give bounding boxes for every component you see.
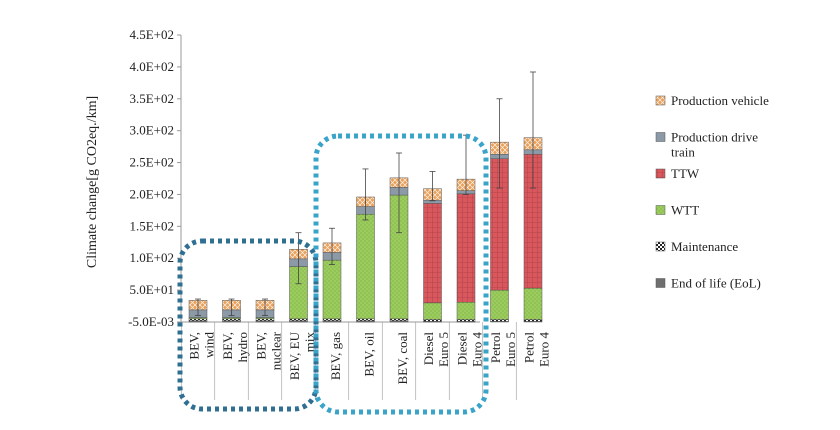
- category-label: BEV, oil: [362, 332, 377, 377]
- y-tick-label: 5.0E+01: [129, 282, 174, 297]
- error-bar: [195, 298, 201, 317]
- y-ticks: -5.0E-03 5.0E+01 1.0E+02 1.5E+02 2.0E+02 2.5E…: [128, 27, 181, 329]
- error-bar: [396, 152, 402, 234]
- legend-item: Production vehicle: [655, 93, 769, 108]
- legend-swatch: [655, 132, 666, 142]
- legend-label: Maintenance: [671, 239, 738, 254]
- bar-segment: [523, 319, 543, 322]
- y-tick-label: 4.0E+02: [129, 59, 174, 74]
- y-tick-label: 2.5E+02: [129, 155, 174, 170]
- y-tick-label: 4.5E+02: [129, 27, 174, 42]
- bar-segment: [322, 318, 342, 321]
- bar-segment: [255, 318, 275, 321]
- legend-swatch: [655, 205, 666, 215]
- bars: [188, 137, 543, 323]
- y-tick-label: -5.0E-03: [128, 314, 174, 329]
- category-label: BEV,wind: [187, 332, 217, 360]
- category-label: BEV,nuclear: [254, 331, 284, 370]
- category-label: PetrolEuro 5: [488, 332, 518, 367]
- legend: Production vehicle Production drive train T…: [655, 93, 769, 291]
- y-tick-label: 1.0E+02: [129, 250, 174, 265]
- legend-swatch: [655, 95, 666, 106]
- legend-item: Production drive train: [655, 130, 758, 160]
- bar-segment: [456, 193, 476, 303]
- bar-segment: [523, 287, 543, 320]
- y-tick-label: 3.5E+02: [129, 91, 174, 106]
- bar-segment: [389, 318, 409, 321]
- bar-segment: [423, 319, 442, 322]
- category-label: DieselEuro 5: [421, 332, 451, 367]
- error-bar: [530, 71, 536, 189]
- legend-label: TTW: [671, 166, 700, 181]
- category-label: BEV, gas: [328, 332, 343, 380]
- error-bar: [329, 227, 335, 266]
- bar-segment: [423, 302, 442, 320]
- category-labels: BEV,wind BEV,hydro BEV,nuclear BEV, EUmix BE…: [180, 322, 552, 400]
- bar-segment: [188, 318, 208, 321]
- y-axis-label: Climate change[g CO2eq./km]: [85, 96, 100, 268]
- legend-swatch: [655, 241, 666, 252]
- legend-item: TTW: [655, 166, 700, 181]
- legend-item: End of life (EoL): [655, 276, 761, 291]
- error-bar: [362, 168, 369, 221]
- group-boxes: [177, 133, 489, 415]
- legend-label: WTT: [671, 203, 699, 218]
- bar-segment: [456, 301, 476, 320]
- bar-segment: [490, 319, 509, 322]
- legend-swatch: [655, 278, 666, 288]
- legend-item: WTT: [655, 203, 699, 218]
- category-label: PetrolEuro 4: [522, 332, 552, 368]
- category-label: BEV,hydro: [220, 332, 250, 362]
- category-label: BEV, EUmix: [287, 331, 317, 380]
- bar-segment: [322, 259, 342, 320]
- category-label: DieselEuro 4: [455, 332, 485, 368]
- legend-swatch: [655, 168, 666, 179]
- legend-item: Maintenance: [655, 239, 738, 254]
- bar-segment: [423, 203, 442, 304]
- category-label: BEV, coal: [395, 332, 410, 385]
- legend-label: End of life (EoL): [671, 276, 761, 291]
- bar-segment: [289, 318, 308, 321]
- legend-label: Production vehicle: [671, 93, 769, 108]
- error-bar: [429, 171, 436, 202]
- error-bar: [262, 298, 268, 317]
- error-bar: [496, 98, 503, 189]
- y-tick-label: 1.5E+02: [129, 218, 174, 233]
- y-tick-label: 3.0E+02: [129, 123, 174, 138]
- bar-segment: [456, 319, 476, 322]
- bar-segment: [222, 318, 241, 321]
- error-bar: [228, 298, 235, 317]
- y-tick-label: 2.0E+02: [129, 186, 174, 201]
- fossil-grid-box: [313, 133, 489, 415]
- bar-segment: [356, 213, 375, 320]
- bar-segment: [356, 318, 375, 321]
- bar-segment: [490, 289, 509, 320]
- error-bars: [195, 71, 536, 317]
- legend-label: Production drive train: [671, 130, 758, 160]
- renewable-nuclear-box: [177, 238, 319, 412]
